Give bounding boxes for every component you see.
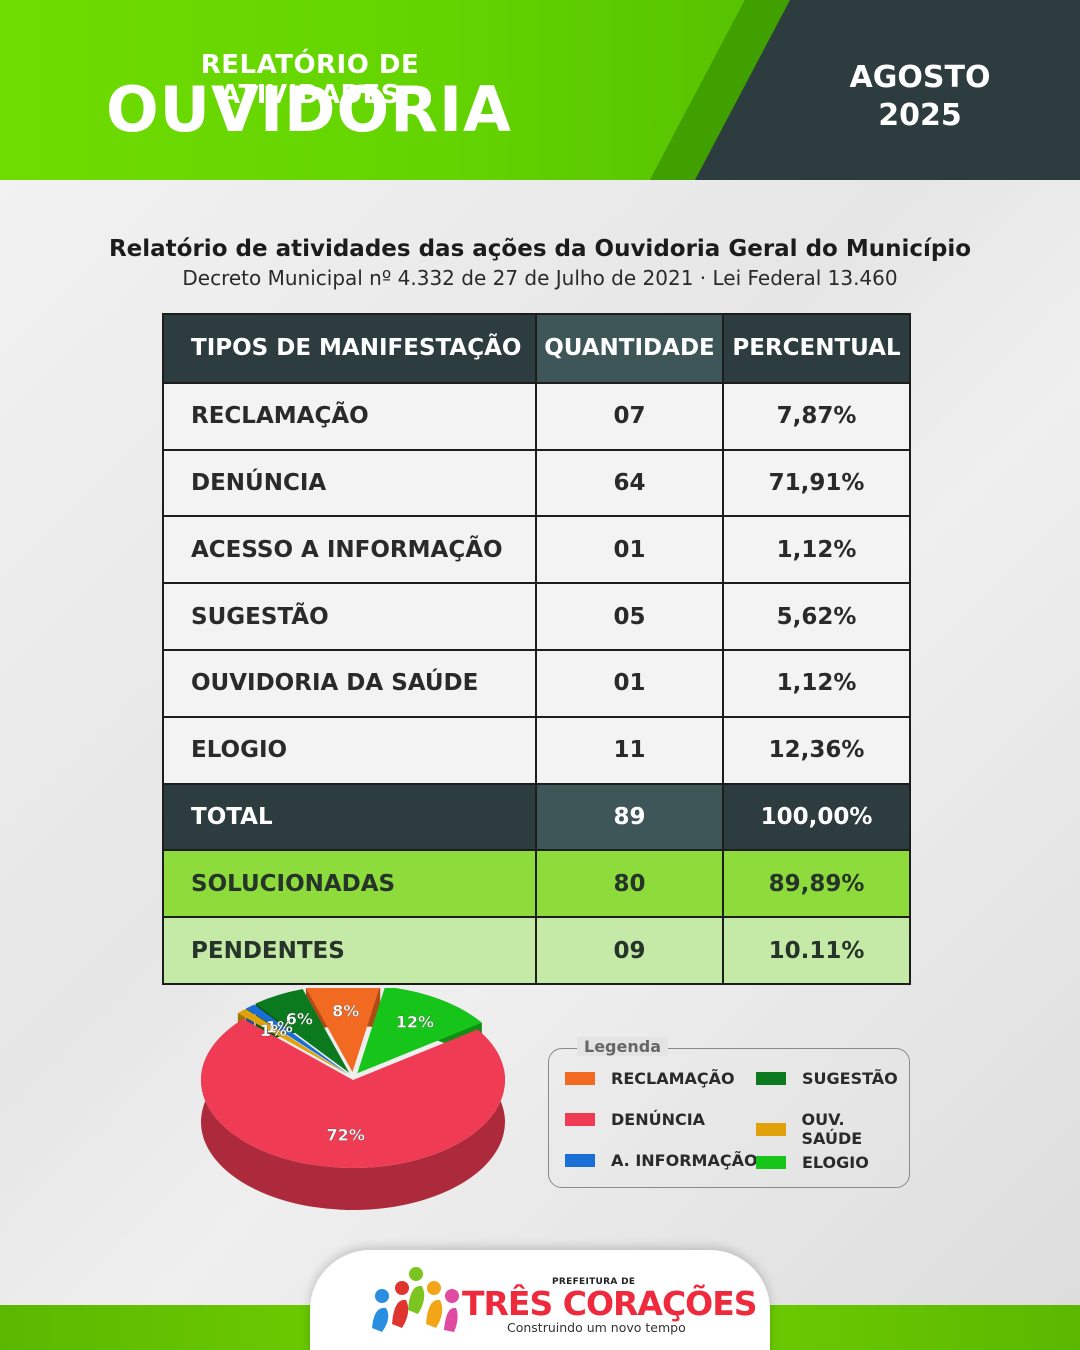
total-label: TOTAL [164, 784, 537, 850]
pie-slice-label: 1% [260, 1021, 287, 1040]
total-percent: 100,00% [760, 803, 873, 830]
pie-slice [237, 1008, 348, 1075]
header-background [0, 0, 1080, 180]
legend-item-informacao: A. INFORMAÇÃO [565, 1151, 758, 1170]
legend-label: A. INFORMAÇÃO [611, 1151, 758, 1170]
pie-slice-label: 72% [327, 1125, 365, 1144]
row-type: SUGESTÃO [164, 584, 537, 649]
report-title: Relatório de atividades das ações da Ouv… [108, 236, 972, 262]
legend-swatch [756, 1122, 786, 1136]
solved-label: SOLUCIONADAS [164, 851, 537, 917]
pie-slice-side [201, 1019, 506, 1210]
legend-item-sugestao: SUGESTÃO [756, 1069, 898, 1088]
header-month: AGOSTO [849, 60, 991, 95]
logo-prefix: PREFEITURA DE [552, 1277, 636, 1287]
legend-swatch [565, 1072, 595, 1085]
row-percent: 1,12% [776, 536, 857, 563]
legend-item-denuncia: DENÚNCIA [565, 1110, 705, 1129]
row-quantity: 64 [537, 450, 724, 516]
row-quantity: 05 [537, 584, 724, 649]
logo-name: TRÊS CORAÇÕES [462, 1284, 758, 1323]
header-year: 2025 [878, 98, 962, 133]
legend-label: RECLAMAÇÃO [611, 1069, 735, 1088]
legend-label: ELOGIO [802, 1153, 869, 1172]
pie-slice-label: 12% [396, 1012, 434, 1031]
column-header-type: TIPOS DE MANIFESTAÇÃO [164, 315, 537, 382]
pending-quantity: 09 [537, 918, 724, 983]
pie-slice-label: 1% [266, 1018, 293, 1037]
pie-slice [245, 1004, 348, 1074]
row-percent: 71,91% [768, 469, 865, 496]
manifestation-table: TIPOS DE MANIFESTAÇÃO QUANTIDADE PERCENT… [162, 313, 911, 985]
pending-percent: 10.11% [768, 937, 865, 964]
table-row: RECLAMAÇÃO 07 7,87% [164, 381, 909, 449]
header-title: OUVIDORIA [105, 73, 513, 146]
legend-swatch [756, 1072, 786, 1085]
report-subtitle: Decreto Municipal nº 4.332 de 27 de Julh… [182, 266, 898, 290]
pie-chart: 12% 8% 6%1%1% 72% [201, 988, 506, 1210]
legend-swatch [756, 1156, 786, 1169]
pie-slice [201, 1019, 506, 1168]
column-header-quantity: QUANTIDADE [537, 315, 724, 382]
table-solved-row: SOLUCIONADAS 80 89,89% [164, 849, 909, 917]
table-row: OUVIDORIA DA SAÚDE 01 1,12% [164, 648, 909, 716]
table-pending-row: PENDENTES 09 10.11% [164, 916, 909, 983]
table-row: ACESSO A INFORMAÇÃO 01 1,12% [164, 515, 909, 583]
header-subtitle: RELATÓRIO DE ATIVIDADES [200, 50, 420, 110]
row-percent: 5,62% [776, 603, 857, 630]
legend-title: Legenda [577, 1037, 668, 1056]
row-type: RECLAMAÇÃO [164, 383, 537, 449]
row-quantity: 11 [537, 717, 724, 783]
row-quantity: 07 [537, 383, 724, 449]
solved-quantity: 80 [537, 851, 724, 917]
table-total-row: TOTAL 89 100,00% [164, 782, 909, 850]
chart-legend: Legenda RECLAMAÇÃO DENÚNCIA A. INFORMAÇÃ… [548, 1037, 910, 1188]
row-type: OUVIDORIA DA SAÚDE [164, 650, 537, 716]
legend-swatch [565, 1113, 595, 1126]
city-logo-icon [372, 1267, 459, 1332]
table-header-row: TIPOS DE MANIFESTAÇÃO QUANTIDADE PERCENT… [164, 315, 909, 382]
legend-item-ouv-saude: OUV. SAÚDE [756, 1110, 909, 1148]
column-header-percent: PERCENTUAL [732, 335, 901, 362]
row-quantity: 01 [537, 517, 724, 583]
legend-label: DENÚNCIA [611, 1110, 706, 1129]
legend-label: OUV. SAÚDE [801, 1110, 863, 1148]
pie-slice-label: 6% [286, 1010, 313, 1029]
logo-tagline: Construindo um novo tempo [507, 1320, 686, 1335]
pie-slice [305, 988, 380, 1073]
solved-percent: 89,89% [768, 870, 865, 897]
pie-slice-label: 8% [332, 1002, 359, 1021]
row-type: DENÚNCIA [164, 450, 537, 516]
legend-item-reclamacao: RECLAMAÇÃO [565, 1069, 735, 1088]
row-percent: 1,12% [776, 670, 857, 697]
pie-slice [357, 988, 482, 1074]
row-type: ELOGIO [164, 717, 537, 783]
header-banner: RELATÓRIO DE ATIVIDADES OUVIDORIA AGOSTO… [0, 0, 1080, 180]
row-percent: 12,36% [768, 737, 865, 764]
table-row: SUGESTÃO 05 5,62% [164, 582, 909, 649]
total-quantity: 89 [537, 784, 724, 850]
legend-label: SUGESTÃO [802, 1069, 898, 1088]
pending-label: PENDENTES [164, 918, 537, 983]
table-row: ELOGIO 11 12,36% [164, 715, 909, 783]
row-type: ACESSO A INFORMAÇÃO [164, 517, 537, 583]
legend-swatch [565, 1154, 595, 1167]
row-quantity: 01 [537, 650, 724, 716]
legend-item-elogio: ELOGIO [756, 1153, 869, 1172]
row-percent: 7,87% [776, 403, 857, 430]
table-row: DENÚNCIA 64 71,91% [164, 448, 909, 516]
pie-slice [255, 989, 350, 1073]
